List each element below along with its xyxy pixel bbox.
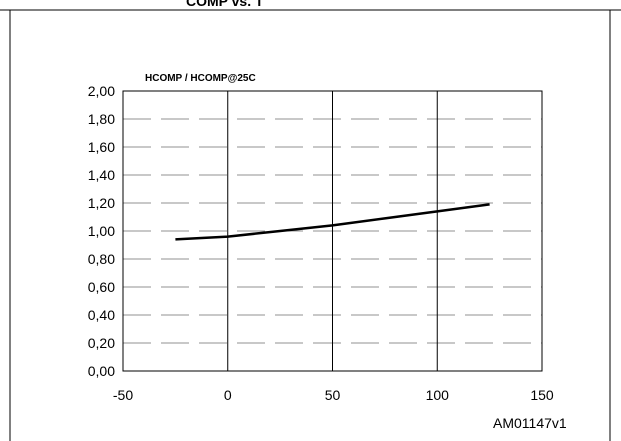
grid: [123, 91, 542, 371]
x-tick-labels: -50 0 50 100 150: [113, 387, 554, 403]
y-tick-label: 0,00: [88, 363, 115, 379]
y-tick-label: 1,40: [88, 167, 115, 183]
x-tick-label: 0: [224, 387, 232, 403]
figure-id: AM01147v1: [493, 415, 567, 431]
y-tick-label: 1,80: [88, 111, 115, 127]
series-line: [175, 203, 490, 241]
x-tick-label: 150: [530, 387, 554, 403]
y-tick-label: 0,20: [88, 335, 115, 351]
y-tick-label: 1,60: [88, 139, 115, 155]
y-tick-label: 0,60: [88, 279, 115, 295]
y-tick-label: 0,80: [88, 251, 115, 267]
y-tick-label: 2,00: [88, 83, 115, 99]
x-tick-label: -50: [113, 387, 133, 403]
series: [175, 203, 490, 241]
x-tick-label: 50: [325, 387, 341, 403]
plot-area-border: [122, 90, 543, 372]
y-tick-labels: 0,00 0,20 0,40 0,60 0,80 1,00 1,20 1,40 1,60 1,80…: [88, 83, 115, 379]
x-tick-label: 100: [426, 387, 450, 403]
y-tick-label: 1,20: [88, 195, 115, 211]
header-fragment: COMP vs. T: [186, 0, 264, 9]
y-tick-label: 0,40: [88, 307, 115, 323]
chart-title: HCOMP / HCOMP@25C: [145, 73, 256, 84]
y-tick-label: 1,00: [88, 223, 115, 239]
